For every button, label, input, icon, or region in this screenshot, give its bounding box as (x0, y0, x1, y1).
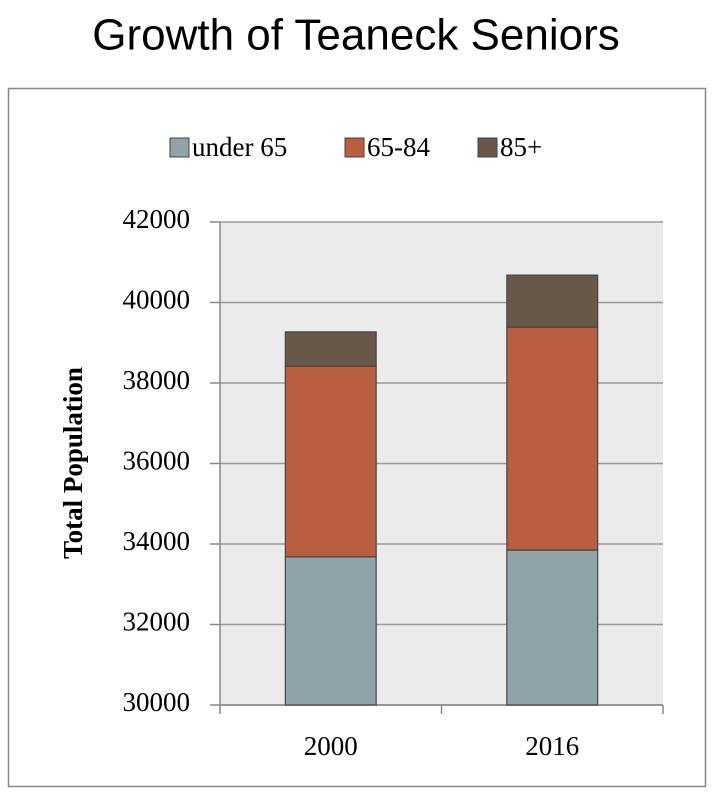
y-axis-label: Total Population (58, 367, 88, 559)
x-tick-label: 2016 (525, 731, 579, 761)
legend-label: 65-84 (367, 132, 430, 162)
bar-segment (284, 331, 377, 367)
bar-segment (506, 326, 599, 551)
legend-swatch (477, 137, 498, 158)
y-tick-label: 32000 (123, 607, 191, 637)
x-tick-label: 2000 (304, 731, 358, 761)
legend-swatch (169, 137, 190, 158)
legend-swatch (344, 137, 365, 158)
y-tick-label: 38000 (123, 365, 191, 395)
y-tick-label: 34000 (123, 526, 191, 556)
y-tick-label: 36000 (123, 446, 191, 476)
legend-label: 85+ (500, 132, 542, 162)
bar-segment (284, 556, 377, 706)
y-tick-label: 30000 (123, 687, 191, 717)
chart-title: Growth of Teaneck Seniors (92, 11, 619, 60)
y-tick-label: 42000 (123, 204, 191, 234)
bar-segment (506, 274, 599, 328)
bar-segment (284, 365, 377, 558)
bar-segment (506, 549, 599, 706)
y-tick-label: 40000 (123, 285, 191, 315)
legend-label: under 65 (192, 132, 287, 162)
